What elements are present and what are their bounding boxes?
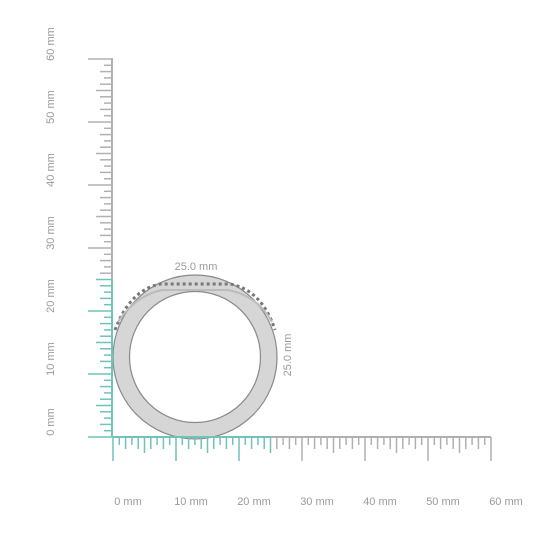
width-label: 25.0 mm	[175, 261, 218, 273]
y-ruler-label: 30 mm	[45, 216, 57, 250]
height-label: 25.0 mm	[282, 334, 294, 377]
y-ruler-label: 50 mm	[45, 90, 57, 124]
x-ruler-label: 10 mm	[174, 496, 208, 508]
ruler-ticks: 0 mm 10 mm 20 mm 30 mm 40 mm 50 mm 60 mm 0 mm 10…	[45, 27, 523, 508]
x-ruler-label: 40 mm	[363, 496, 397, 508]
x-ruler-label: 50 mm	[426, 496, 460, 508]
y-ruler-label: 0 mm	[45, 408, 57, 436]
x-ruler-label: 60 mm	[489, 496, 523, 508]
y-ruler-label: 60 mm	[45, 27, 57, 61]
x-ruler-label: 30 mm	[300, 496, 334, 508]
ring	[112, 274, 278, 440]
x-ruler-label: 20 mm	[237, 496, 271, 508]
y-ruler-label: 10 mm	[45, 342, 57, 376]
x-ruler-label: 0 mm	[114, 496, 142, 508]
y-ruler-label: 20 mm	[45, 279, 57, 313]
y-ruler-label: 40 mm	[45, 153, 57, 187]
